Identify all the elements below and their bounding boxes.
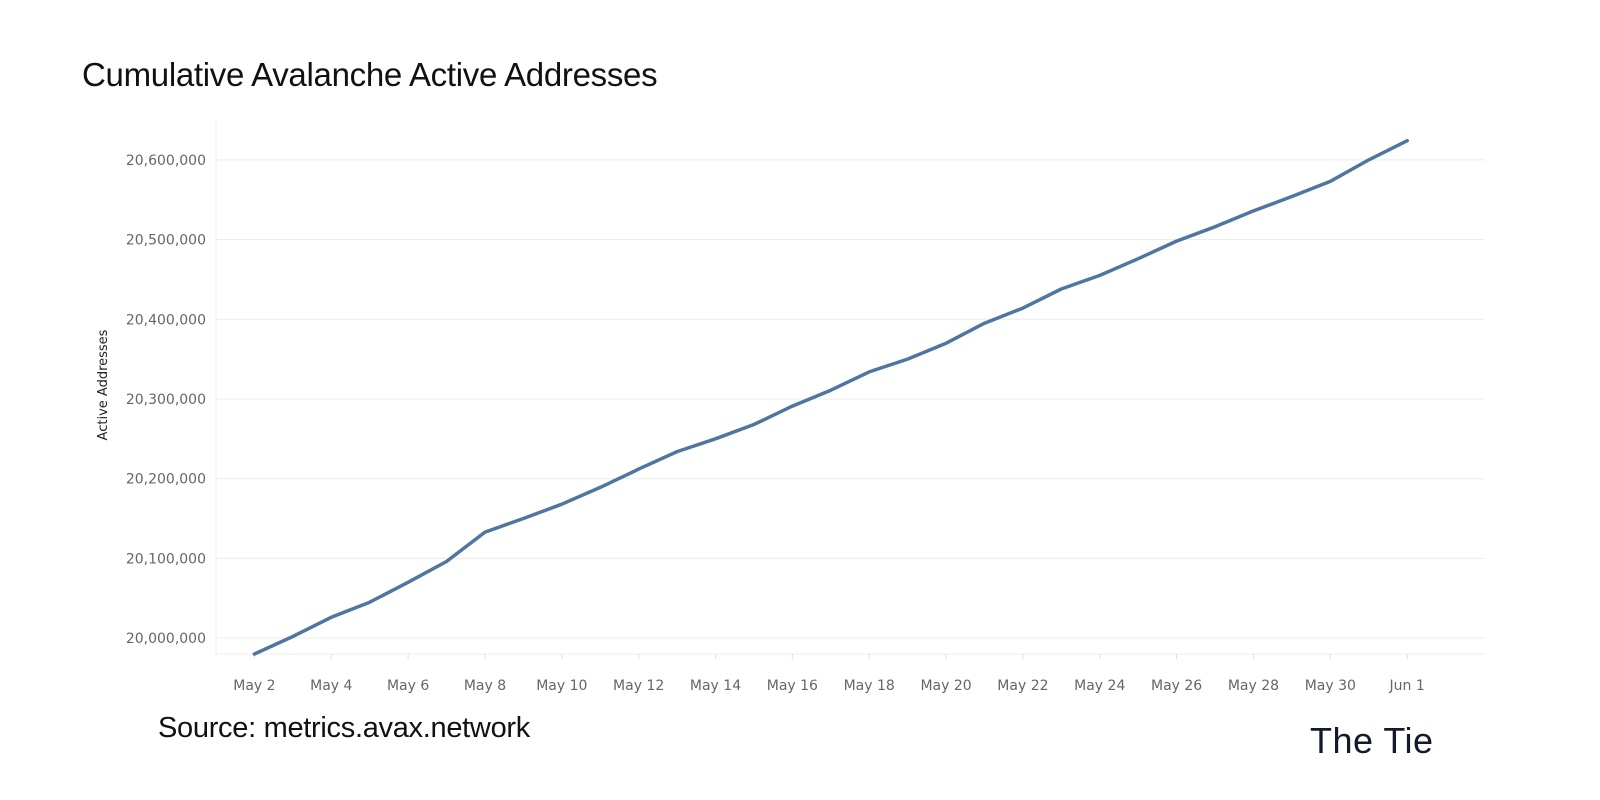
y-axis-label: Active Addresses — [96, 329, 111, 440]
series-line-active-addresses — [252, 138, 1409, 656]
y-tick-label: 20,200,000 — [126, 472, 206, 488]
x-tick-label: May 24 — [1074, 678, 1125, 694]
x-tick-label: May 22 — [997, 678, 1048, 694]
x-tick-label: May 16 — [767, 678, 818, 694]
x-tick-label: May 14 — [690, 678, 741, 694]
x-tick-label: May 12 — [613, 678, 664, 694]
x-tick-label: May 30 — [1305, 678, 1356, 694]
x-tick-labels: May 2 May 4 May 6 May 8 May 10 May 12 May 14 Ma… — [233, 654, 1425, 694]
brand-logo: The Tie — [1310, 720, 1434, 761]
y-tick-label: 20,100,000 — [126, 551, 206, 567]
x-tick-label: May 8 — [464, 678, 506, 694]
y-tick-label: 20,600,000 — [126, 153, 206, 169]
x-tick-label: May 2 — [233, 678, 275, 694]
y-tick-label: 20,500,000 — [126, 233, 206, 249]
y-tick-label: 20,400,000 — [126, 312, 206, 328]
x-tick-label: May 28 — [1228, 678, 1279, 694]
gridlines — [216, 159, 1484, 639]
x-tick-label: May 6 — [387, 678, 429, 694]
chart-title: Cumulative Avalanche Active Addresses — [82, 56, 658, 93]
x-tick-label: May 18 — [844, 678, 895, 694]
x-tick-label: Jun 1 — [1389, 678, 1425, 694]
source-note: Source: metrics.avax.network — [158, 712, 530, 744]
x-tick-label: May 10 — [536, 678, 587, 694]
y-tick-label: 20,300,000 — [126, 392, 206, 408]
x-tick-label: May 26 — [1151, 678, 1202, 694]
x-tick-label: May 4 — [310, 678, 352, 694]
y-tick-labels: 20,000,000 20,100,000 20,200,000 20,300,000… — [126, 153, 206, 647]
y-tick-label: 20,000,000 — [126, 631, 206, 647]
x-tick-label: May 20 — [920, 678, 971, 694]
